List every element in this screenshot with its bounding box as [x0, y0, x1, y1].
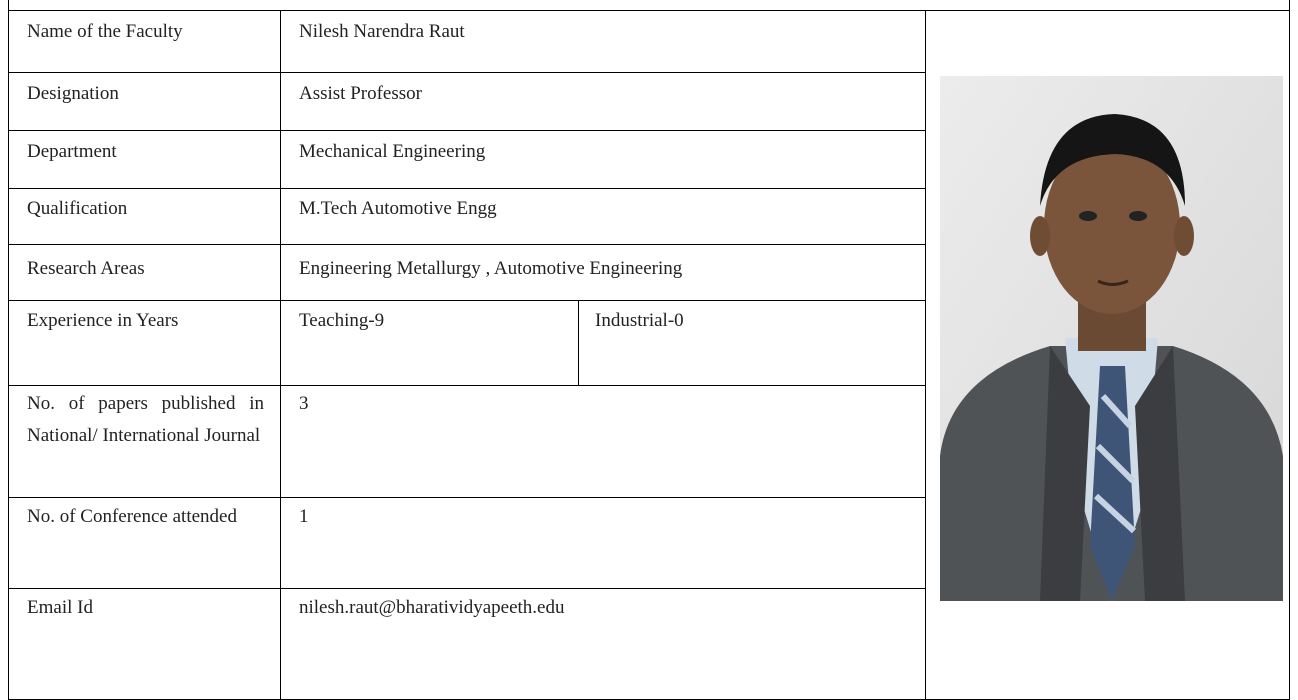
label: Email Id	[27, 597, 93, 618]
value: Nilesh Narendra Raut	[299, 21, 465, 42]
value: Mechanical Engineering	[299, 141, 486, 162]
label: Department	[27, 141, 117, 162]
border	[8, 588, 925, 589]
border	[8, 244, 925, 245]
value: Assist Professor	[299, 83, 422, 104]
value: Engineering Metallurgy , Automotive Engi…	[299, 258, 683, 279]
label: Experience in Years	[27, 310, 179, 331]
border	[8, 0, 9, 700]
label: No. of Conference attended	[27, 506, 237, 527]
border	[1289, 0, 1290, 700]
label: Name of the Faculty	[27, 21, 183, 42]
value: Industrial-0	[595, 310, 684, 331]
border	[8, 385, 925, 386]
border	[925, 10, 926, 700]
faculty-photo	[940, 76, 1283, 601]
border	[8, 497, 925, 498]
border	[8, 130, 925, 131]
value: M.Tech Automotive Engg	[299, 198, 497, 219]
border	[8, 188, 925, 189]
border	[8, 72, 925, 73]
label: Designation	[27, 83, 119, 104]
value: nilesh.raut@bharatividyapeeth.edu	[299, 597, 565, 618]
label: No. of papers published in National/ Int…	[27, 393, 264, 446]
value: 3	[299, 393, 309, 414]
border	[280, 10, 281, 700]
border	[578, 300, 579, 385]
label: Qualification	[27, 198, 128, 219]
border	[8, 300, 925, 301]
border	[8, 10, 1290, 11]
value: Teaching-9	[299, 310, 385, 331]
label: Research Areas	[27, 258, 145, 279]
value: 1	[299, 506, 309, 527]
